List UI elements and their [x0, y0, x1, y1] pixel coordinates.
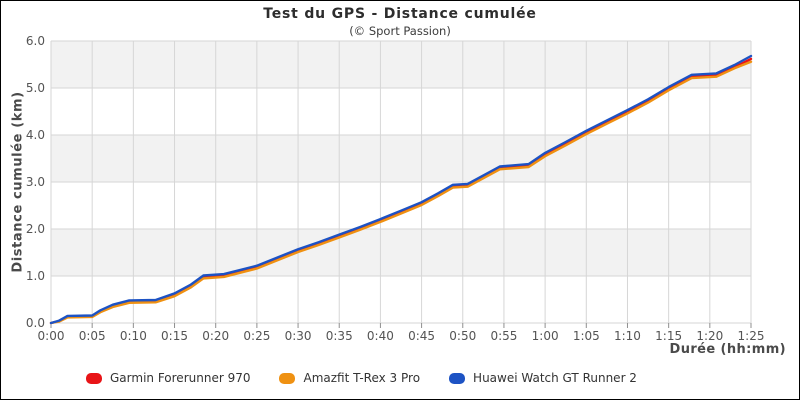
plot-band	[51, 135, 751, 182]
series-line-amazfit-t-rex-3-pro	[49, 60, 753, 325]
y-axis-title: Distance cumulée (km)	[10, 91, 26, 273]
legend-item-garmin: Garmin Forerunner 970	[86, 371, 250, 385]
y-tick-label: 2.0	[26, 222, 45, 236]
x-tick-label: 0:05	[79, 329, 106, 343]
y-tick-label: 3.0	[26, 175, 45, 189]
x-tick-label: 0:50	[449, 329, 476, 343]
x-tick-label: 1:00	[532, 329, 559, 343]
x-tick-label: 1:20	[696, 329, 723, 343]
x-tick-label: 0:10	[120, 329, 147, 343]
x-tick-label: 0:15	[161, 329, 188, 343]
x-tick-label: 0:25	[243, 329, 270, 343]
x-tick-label: 0:00	[38, 329, 65, 343]
legend-label-amazfit: Amazfit T-Rex 3 Pro	[303, 371, 421, 385]
legend-label-garmin: Garmin Forerunner 970	[110, 371, 251, 385]
x-tick-label: 0:30	[285, 329, 312, 343]
x-tick-label: 0:35	[326, 329, 353, 343]
x-tick-label: 0:45	[408, 329, 435, 343]
legend: Garmin Forerunner 970 Amazfit T-Rex 3 Pr…	[86, 371, 637, 385]
legend-swatch-garmin	[86, 372, 102, 384]
plot-band	[51, 41, 751, 88]
legend-label-huawei: Huawei Watch GT Runner 2	[473, 371, 637, 385]
y-tick-label: 0.0	[26, 316, 45, 330]
x-tick-label: 1:15	[655, 329, 682, 343]
x-tick-label: 1:10	[614, 329, 641, 343]
y-tick-label: 4.0	[26, 128, 45, 142]
legend-swatch-huawei	[449, 372, 466, 384]
series-line-garmin-forerunner-970	[49, 57, 753, 325]
x-tick-label: 0:55	[490, 329, 517, 343]
y-tick-label: 6.0	[26, 34, 45, 48]
x-tick-label: 0:20	[202, 329, 229, 343]
chart-subtitle: (© Sport Passion)	[349, 24, 451, 38]
chart-title: Test du GPS - Distance cumulée	[263, 6, 537, 22]
y-tick-label: 1.0	[26, 269, 45, 283]
y-tick-label: 5.0	[26, 81, 45, 95]
x-tick-label: 1:05	[573, 329, 600, 343]
x-tick-label: 0:40	[367, 329, 394, 343]
x-axis-title: Durée (hh:mm)	[669, 342, 786, 357]
plot-band	[51, 229, 751, 276]
x-tick-label: 1:25	[738, 329, 765, 343]
series-line-huawei-watch-gt-runner-2	[49, 54, 753, 325]
legend-item-amazfit: Amazfit T-Rex 3 Pro	[279, 371, 420, 385]
legend-item-huawei: Huawei Watch GT Runner 2	[449, 371, 637, 385]
legend-swatch-amazfit	[279, 372, 296, 384]
